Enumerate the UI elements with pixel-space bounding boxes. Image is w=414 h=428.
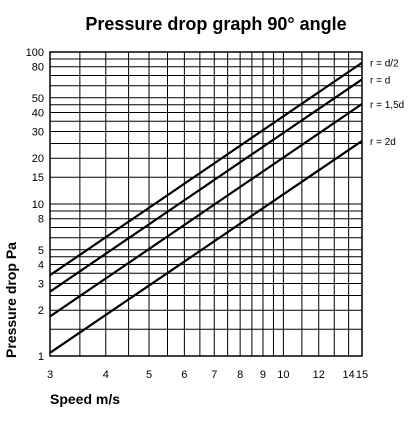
x-tick-label: 7 <box>211 369 217 381</box>
x-tick-label: 15 <box>356 369 368 381</box>
y-tick-label: 100 <box>26 47 44 59</box>
series-line <box>49 140 363 354</box>
series-labels: r = d/2 r = d r = 1,5d r = 2d <box>370 59 404 148</box>
y-tick-label: 1 <box>38 351 44 363</box>
x-tick-label: 4 <box>103 369 109 381</box>
plot-frame <box>49 51 363 357</box>
x-axis-label: Speed m/s <box>50 391 120 407</box>
series-label: r = 1,5d <box>370 100 404 111</box>
y-tick-label: 20 <box>32 153 44 165</box>
x-axis-ticks: 3 4 5 6 7 8 9 10 12 14 15 <box>47 369 368 381</box>
series-line <box>49 103 363 318</box>
series-lines <box>49 61 363 354</box>
series-label: r = 2d <box>370 137 396 148</box>
y-tick-label: 5 <box>38 245 44 257</box>
x-tick-label: 10 <box>277 369 289 381</box>
x-tick-label: 12 <box>313 369 325 381</box>
x-tick-label: 14 <box>343 369 355 381</box>
x-tick-label: 8 <box>237 369 243 381</box>
x-tick-label: 6 <box>181 369 187 381</box>
grid <box>49 51 363 357</box>
y-tick-label: 80 <box>32 62 44 74</box>
x-tick-label: 5 <box>146 369 152 381</box>
y-axis-label: Pressure drop Pa <box>3 242 19 358</box>
y-tick-label: 10 <box>32 199 44 211</box>
y-tick-label: 40 <box>32 107 44 119</box>
y-tick-label: 2 <box>38 305 44 317</box>
y-tick-label: 3 <box>38 278 44 290</box>
x-tick-label: 3 <box>47 369 53 381</box>
series-line <box>49 78 363 293</box>
y-tick-label: 4 <box>38 259 44 271</box>
series-label: r = d <box>370 75 390 86</box>
chart-title: Pressure drop graph 90° angle <box>85 14 346 34</box>
y-tick-label: 8 <box>38 214 44 226</box>
series-line <box>49 61 363 277</box>
y-tick-label: 15 <box>32 172 44 184</box>
y-tick-label: 30 <box>32 126 44 138</box>
y-axis-ticks: 1 2 3 4 5 8 10 15 20 30 40 50 80 100 <box>26 47 44 363</box>
y-tick-label: 50 <box>32 93 44 105</box>
x-tick-label: 9 <box>260 369 266 381</box>
series-label: r = d/2 <box>370 59 399 70</box>
